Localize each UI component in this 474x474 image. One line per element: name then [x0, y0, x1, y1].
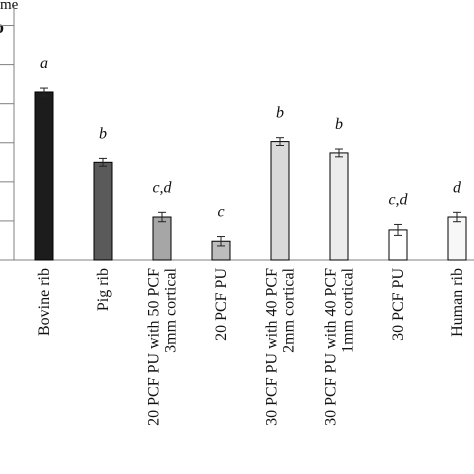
x-tick-label-line: 3mm cortical: [163, 267, 180, 352]
x-tick-label-line: 20 PCF PU with 50 PCF: [146, 268, 163, 426]
x-tick-label: Human rib: [449, 268, 466, 337]
x-tick-label-line: 30 PCF PU with 40 PCF: [323, 268, 340, 426]
x-tick-label-line: 2mm cortical: [281, 267, 298, 352]
x-tick-label-line: Pig rib: [95, 268, 112, 311]
bar: [270, 141, 290, 261]
x-tick-label: 30 PCF PU with 40 PCF2mm cortical: [264, 267, 298, 425]
x-tick-label-line: Bovine rib: [36, 268, 53, 336]
x-tick-label-line: 1mm cortical: [340, 267, 357, 352]
x-tick-label-line: 30 PCF PU with 40 PCF: [264, 268, 281, 426]
x-tick-label: Bovine rib: [36, 268, 53, 336]
x-tick-label: Pig rib: [95, 268, 112, 311]
bar: [93, 161, 113, 261]
significance-letter: d: [453, 179, 462, 196]
significance-letter: a: [40, 55, 48, 72]
panel-letter: b: [0, 17, 4, 38]
significance-letter: c: [217, 204, 224, 221]
x-tick-label: 20 PCF PU with 50 PCF3mm cortical: [146, 267, 180, 425]
bar: [447, 216, 467, 261]
x-tick-label-line: 20 PCF PU: [213, 268, 230, 341]
significance-letter: b: [276, 105, 284, 122]
significance-letter: b: [335, 116, 343, 133]
significance-letter: c,d: [152, 179, 172, 196]
significance-letter: c,d: [388, 191, 408, 208]
x-tick-label-line: Human rib: [449, 268, 466, 337]
x-tick-label: 20 PCF PU: [213, 268, 230, 341]
x-tick-label: 30 PCF PU with 40 PCF1mm cortical: [323, 267, 357, 425]
bar: [152, 216, 172, 261]
x-tick-label-line: 30 PCF PU: [390, 268, 407, 341]
bar: [34, 91, 54, 261]
x-tick-label: 30 PCF PU: [390, 268, 407, 341]
bar: [329, 152, 349, 261]
significance-letter: b: [99, 125, 107, 142]
